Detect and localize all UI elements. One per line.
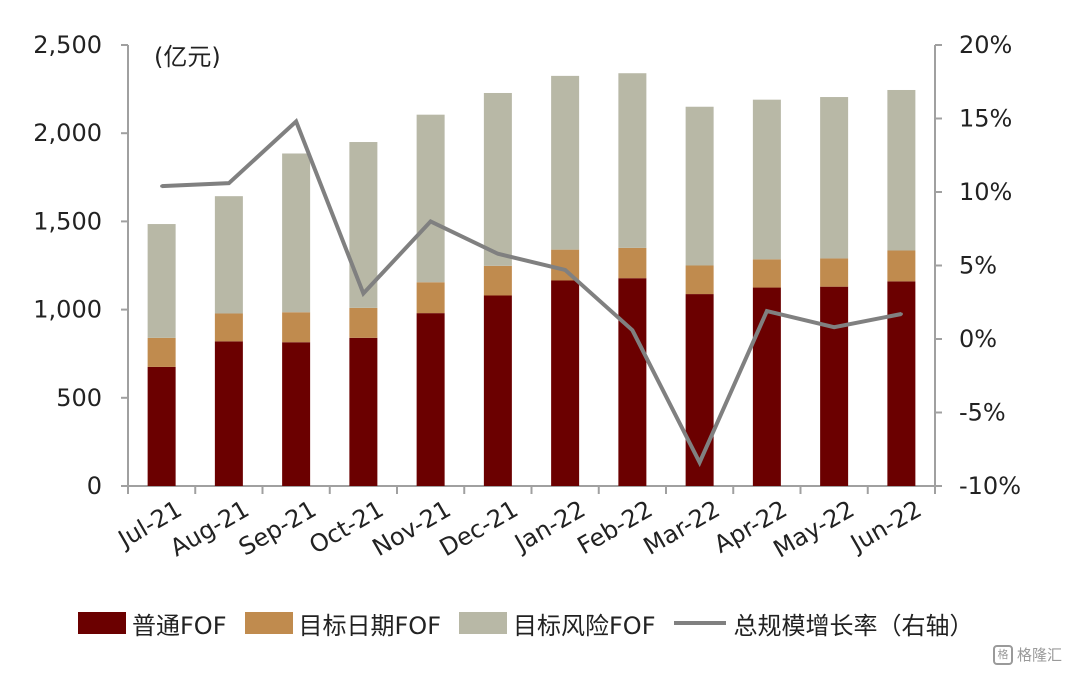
bar-segment-target-risk-fof [483, 92, 512, 266]
growth-rate-point [630, 328, 634, 332]
bar-segment-target-risk-fof [416, 114, 445, 283]
growth-rate-point [563, 268, 567, 272]
growth-line [160, 117, 903, 468]
bar-segment-target-risk-fof [214, 196, 243, 314]
bar-segment-target-date-fof [887, 250, 916, 282]
growth-rate-point [361, 291, 365, 295]
bar-segment-regular-fof [551, 280, 580, 486]
x-tick-label: Feb-22 [573, 495, 658, 560]
bar-segment-regular-fof [820, 286, 849, 486]
unit-label: (亿元) [154, 43, 221, 71]
right-tick-label: 15% [959, 105, 1012, 133]
left-tick-label: 2,500 [33, 31, 102, 59]
watermark-text: 格隆汇 [1016, 646, 1062, 664]
growth-rate-point [227, 181, 231, 185]
bar-segment-regular-fof [416, 313, 445, 486]
bar-segment-regular-fof [349, 337, 378, 486]
growth-rate-line [161, 117, 902, 468]
legend-label-regular-fof: 普通FOF [132, 611, 227, 640]
growth-rate-point [294, 119, 298, 123]
bar-segment-target-date-fof [685, 265, 714, 295]
bar-segment-target-risk-fof [618, 73, 647, 248]
x-tick-label: Sep-21 [234, 495, 321, 561]
watermark: 格 格隆汇 [992, 644, 1062, 665]
bar-segment-regular-fof [618, 278, 647, 486]
bars [147, 73, 916, 486]
growth-rate-point [698, 460, 702, 464]
right-tick-label: 5% [959, 252, 997, 280]
bar-segment-target-date-fof [416, 282, 445, 314]
growth-rate-point [496, 252, 500, 256]
bar-segment-target-date-fof [349, 307, 378, 338]
bar-segment-target-risk-fof [349, 142, 378, 308]
legend-swatch-target-risk-fof [459, 612, 507, 634]
right-tick-label: 20% [959, 31, 1012, 59]
axis-labels: 0 500 1,000 1,500 2,000 2,500 -10% -5% 0% 5% 10% 15… [33, 31, 1021, 563]
bar-segment-regular-fof [214, 341, 243, 486]
growth-rate-point [765, 309, 769, 313]
right-tick-label: -5% [959, 399, 1006, 427]
right-tick-label: -10% [959, 472, 1021, 500]
growth-rate-point [832, 325, 836, 329]
bar-segment-target-date-fof [618, 247, 647, 279]
left-tick-label: 1,000 [33, 296, 102, 324]
right-tick-label: 10% [959, 178, 1012, 206]
legend-swatch-regular-fof [78, 612, 126, 634]
legend-label-target-date-fof: 目标日期FOF [298, 611, 442, 640]
growth-rate-point [899, 312, 903, 316]
bar-segment-target-risk-fof [685, 106, 714, 266]
bar-segment-regular-fof [887, 281, 916, 486]
x-tick-label: Mar-22 [639, 495, 725, 561]
bar-segment-regular-fof [147, 366, 176, 486]
legend: 普通FOF 目标日期FOF 目标风险FOF 总规模增长率（右轴） [78, 605, 992, 641]
bar-segment-regular-fof [685, 294, 714, 486]
legend-swatch-target-date-fof [244, 612, 293, 634]
chart: 0 500 1,000 1,500 2,000 2,500 -10% -5% 0% 5% 10% 15… [33, 31, 1021, 563]
growth-rate-point [160, 184, 164, 188]
bar-segment-target-date-fof [820, 258, 849, 287]
legend-item: 总规模增长率（右轴） [673, 606, 974, 641]
bar-segment-target-risk-fof [887, 89, 916, 251]
bar-segment-target-date-fof [214, 313, 243, 342]
bar-segment-target-risk-fof [551, 75, 580, 250]
left-tick-label: 0 [87, 472, 102, 500]
growth-rate-point [429, 219, 433, 223]
bar-segment-target-risk-fof [282, 153, 311, 313]
bar-segment-regular-fof [752, 287, 781, 486]
legend-item: 目标日期FOF [244, 606, 442, 641]
left-tick-label: 500 [56, 384, 102, 412]
legend-swatch-growth-line [673, 621, 726, 625]
x-tick-label: Aug-21 [165, 495, 254, 562]
bar-segment-regular-fof [483, 295, 512, 486]
left-tick-label: 1,500 [33, 207, 102, 235]
bar-segment-target-date-fof [483, 265, 512, 296]
bar-segment-target-date-fof [147, 337, 176, 367]
legend-label-target-risk-fof: 目标风险FOF [513, 611, 656, 640]
bar-segment-target-risk-fof [820, 97, 849, 259]
bar-segment-target-date-fof [551, 249, 580, 281]
x-tick-label: Jan-22 [508, 495, 590, 558]
legend-label-growth-line: 总规模增长率（右轴） [733, 611, 974, 640]
bar-segment-target-risk-fof [147, 224, 176, 338]
legend-item: 目标风险FOF [459, 606, 656, 641]
bar-segment-regular-fof [282, 342, 311, 486]
x-tick-label: Dec-21 [435, 495, 523, 562]
legend-item: 普通FOF [78, 606, 227, 641]
bar-segment-target-risk-fof [752, 99, 781, 260]
bar-segment-target-date-fof [282, 312, 311, 343]
right-tick-label: 0% [959, 325, 997, 353]
left-tick-label: 2,000 [33, 119, 102, 147]
x-tick-label: Jun-22 [844, 495, 926, 559]
watermark-logo-icon: 格 [992, 644, 1013, 665]
axes [121, 44, 942, 494]
bar-segment-target-date-fof [752, 259, 781, 288]
